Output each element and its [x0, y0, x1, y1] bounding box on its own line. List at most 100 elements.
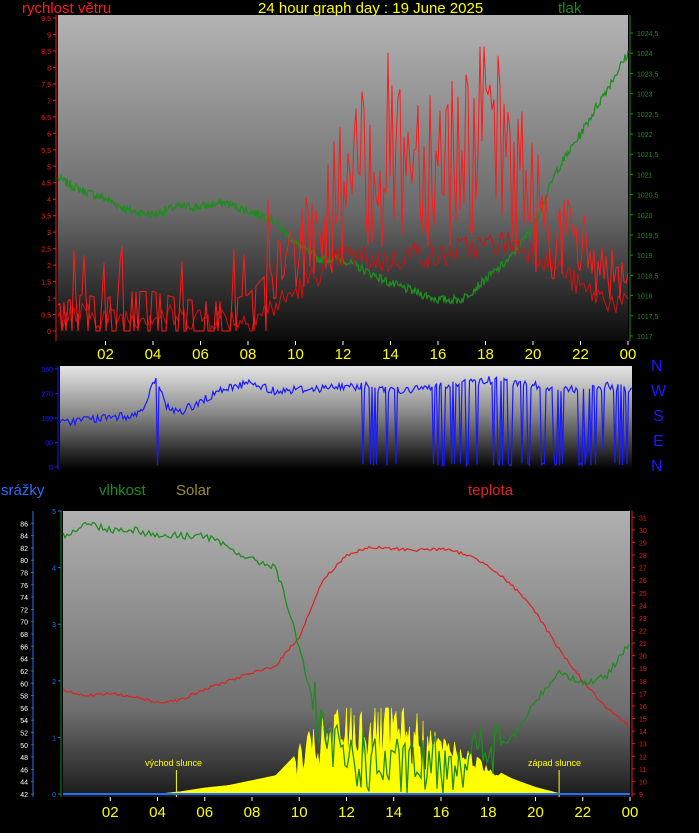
- temperature-tick-label: 26: [639, 578, 647, 585]
- humidity-tick-label: 82: [20, 546, 28, 553]
- x-tick-label: 20: [527, 804, 544, 821]
- x-tick-label: 16: [433, 804, 450, 821]
- wind-tick-label: 7: [47, 98, 51, 105]
- humidity-tick-label: 42: [20, 792, 28, 799]
- x-tick-label: 18: [480, 804, 497, 821]
- temperature-tick-label: 25: [639, 591, 647, 598]
- x-tick-label: 22: [574, 804, 591, 821]
- wind-gust-line: [57, 46, 629, 332]
- pressure-tick-label: 1022,5: [637, 112, 659, 119]
- wind-tick-label: 4,5: [41, 181, 51, 188]
- direction-tick-label: 0: [49, 465, 53, 472]
- compass-s: S: [653, 408, 664, 425]
- humidity-tick-label: 44: [20, 780, 28, 787]
- wind-tick-label: 5: [47, 164, 51, 171]
- humidity-tick-label: 70: [20, 620, 28, 627]
- x-tick-label: 08: [240, 346, 257, 363]
- pressure-tick-label: 1019: [637, 253, 653, 260]
- direction-tick-label: 270: [41, 392, 53, 399]
- wind-direction-line: [59, 376, 633, 468]
- temperature-tick-label: 22: [639, 628, 647, 635]
- temperature-tick-label: 11: [639, 767, 646, 774]
- pressure-tick-label: 1021,5: [637, 152, 659, 159]
- humidity-label: vlhkost: [99, 482, 146, 499]
- rain-label: srážky: [1, 482, 45, 499]
- humidity-tick-label: 72: [20, 607, 28, 614]
- compass-w: W: [651, 383, 667, 400]
- temperature-tick-label: 13: [639, 742, 647, 749]
- wind-tick-label: 6,5: [41, 115, 51, 122]
- temperature-tick-label: 15: [639, 717, 647, 724]
- temperature-tick-label: 14: [639, 729, 647, 736]
- pressure-tick-label: 1020,5: [637, 193, 659, 200]
- humidity-tick-label: 68: [20, 632, 28, 639]
- pressure-tick-label: 1021: [637, 172, 653, 179]
- chart-title: 24 hour graph day : 19 June 2025: [258, 0, 484, 17]
- direction-tick-label: 180: [41, 416, 53, 423]
- pressure-tick-label: 1017,5: [637, 314, 659, 321]
- rain-tick-label: 5: [52, 509, 56, 516]
- wind-average-line: [57, 231, 629, 332]
- x-tick-label: 20: [525, 346, 542, 363]
- humidity-tick-label: 64: [20, 657, 28, 664]
- pressure-tick-label: 1024,5: [637, 31, 659, 38]
- humidity-tick-label: 62: [20, 669, 28, 676]
- rain-tick-label: 0: [52, 792, 56, 799]
- sunrise-label: východ slunce: [145, 758, 203, 768]
- humidity-line: [62, 521, 630, 794]
- temperature-label: teplota: [468, 482, 514, 499]
- wind-tick-label: 2: [47, 263, 51, 270]
- direction-tick-label: 90: [45, 441, 53, 448]
- pressure-tick-label: 1017: [637, 334, 653, 341]
- humidity-tick-label: 74: [20, 595, 28, 602]
- wind-tick-label: 0,5: [41, 313, 51, 320]
- temperature-tick-label: 29: [639, 540, 647, 547]
- compass-n-bottom: N: [651, 458, 663, 475]
- x-tick-label: 00: [622, 804, 639, 821]
- x-tick-label: 08: [244, 804, 261, 821]
- wind-speed-label: rychlost větru: [22, 0, 112, 17]
- humidity-tick-label: 76: [20, 583, 28, 590]
- x-tick-label: 02: [97, 346, 114, 363]
- humidity-tick-label: 52: [20, 730, 28, 737]
- x-tick-label: 04: [149, 804, 166, 821]
- humidity-tick-label: 58: [20, 694, 28, 701]
- x-tick-label: 04: [145, 346, 162, 363]
- rain-tick-label: 4: [52, 566, 56, 573]
- wind-tick-label: 7,5: [41, 82, 51, 89]
- temperature-tick-label: 12: [639, 754, 647, 761]
- temperature-tick-label: 10: [639, 779, 647, 786]
- wind-tick-label: 0: [47, 329, 51, 336]
- x-tick-label: 02: [102, 804, 119, 821]
- x-tick-label: 06: [192, 346, 209, 363]
- pressure-tick-label: 1022: [637, 132, 653, 139]
- wind-tick-label: 9,5: [41, 16, 51, 23]
- temperature-tick-label: 21: [639, 641, 647, 648]
- temperature-tick-label: 19: [639, 666, 647, 673]
- temperature-tick-label: 23: [639, 616, 647, 623]
- humidity-tick-label: 60: [20, 681, 28, 688]
- pressure-tick-label: 1018: [637, 294, 653, 301]
- pressure-label: tlak: [558, 0, 582, 17]
- wind-direction-plot-background: [60, 366, 632, 470]
- wind-tick-label: 1,5: [41, 280, 51, 287]
- temperature-tick-label: 16: [639, 704, 647, 711]
- x-tick-label: 10: [291, 804, 308, 821]
- temperature-tick-label: 30: [639, 528, 647, 535]
- temperature-tick-label: 20: [639, 654, 647, 661]
- direction-tick-label: 360: [41, 367, 53, 374]
- sunset-label: západ slunce: [528, 758, 582, 768]
- humidity-tick-label: 66: [20, 644, 28, 651]
- temperature-tick-label: 27: [639, 566, 647, 573]
- wind-tick-label: 1: [47, 296, 51, 303]
- temperature-tick-label: 9: [639, 792, 643, 799]
- humidity-tick-label: 84: [20, 534, 28, 541]
- wind-tick-label: 4: [47, 197, 51, 204]
- pressure-tick-label: 1019,5: [637, 233, 659, 240]
- solar-label: Solar: [176, 482, 212, 499]
- temperature-tick-label: 17: [639, 691, 647, 698]
- compass-n-top: N: [651, 358, 663, 375]
- wind-tick-label: 3: [47, 230, 51, 237]
- humidity-tick-label: 50: [20, 743, 28, 750]
- rain-tick-label: 3: [52, 622, 56, 629]
